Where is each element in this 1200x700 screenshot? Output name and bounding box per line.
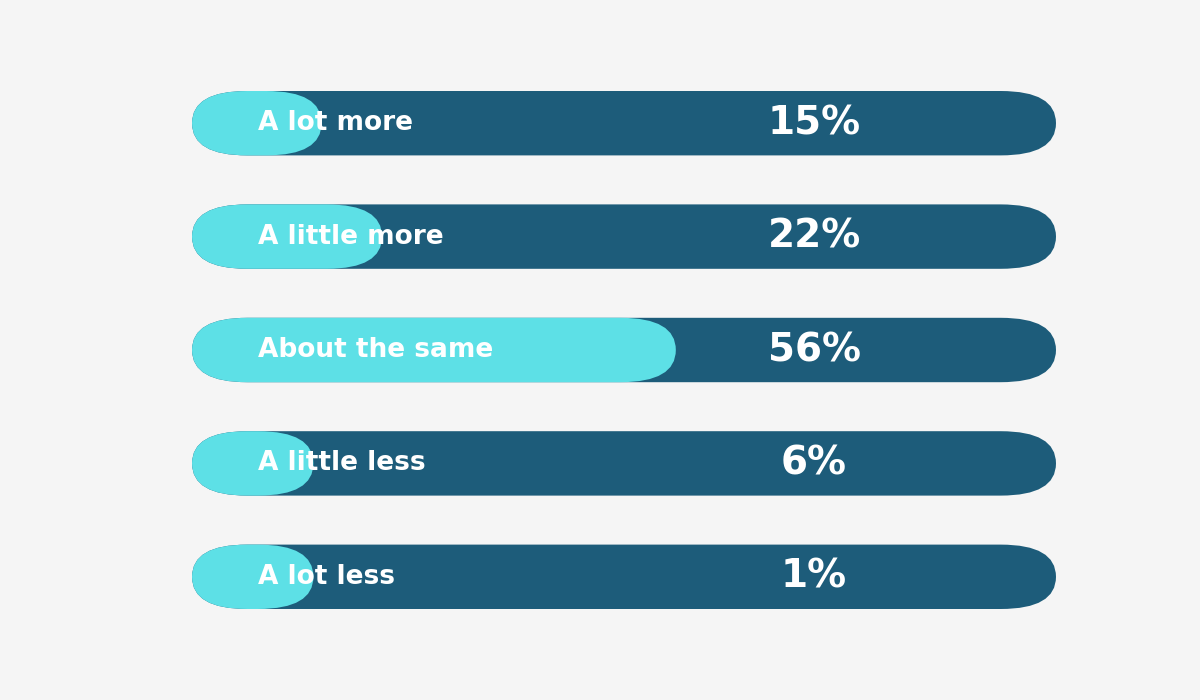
Text: 1%: 1% [781, 558, 847, 596]
Text: About the same: About the same [258, 337, 493, 363]
FancyBboxPatch shape [192, 91, 322, 155]
FancyBboxPatch shape [192, 91, 1056, 155]
Text: A little more: A little more [258, 223, 444, 250]
Text: 22%: 22% [768, 218, 860, 256]
Text: 6%: 6% [781, 444, 847, 482]
FancyBboxPatch shape [192, 204, 1056, 269]
Text: A little less: A little less [258, 450, 426, 477]
Text: A lot more: A lot more [258, 110, 413, 136]
FancyBboxPatch shape [192, 431, 313, 496]
FancyBboxPatch shape [192, 204, 382, 269]
Text: 56%: 56% [768, 331, 860, 369]
Text: 15%: 15% [768, 104, 860, 142]
FancyBboxPatch shape [192, 318, 1056, 382]
FancyBboxPatch shape [192, 318, 676, 382]
Text: A lot less: A lot less [258, 564, 395, 590]
FancyBboxPatch shape [192, 431, 1056, 496]
FancyBboxPatch shape [192, 545, 1056, 609]
FancyBboxPatch shape [192, 545, 313, 609]
